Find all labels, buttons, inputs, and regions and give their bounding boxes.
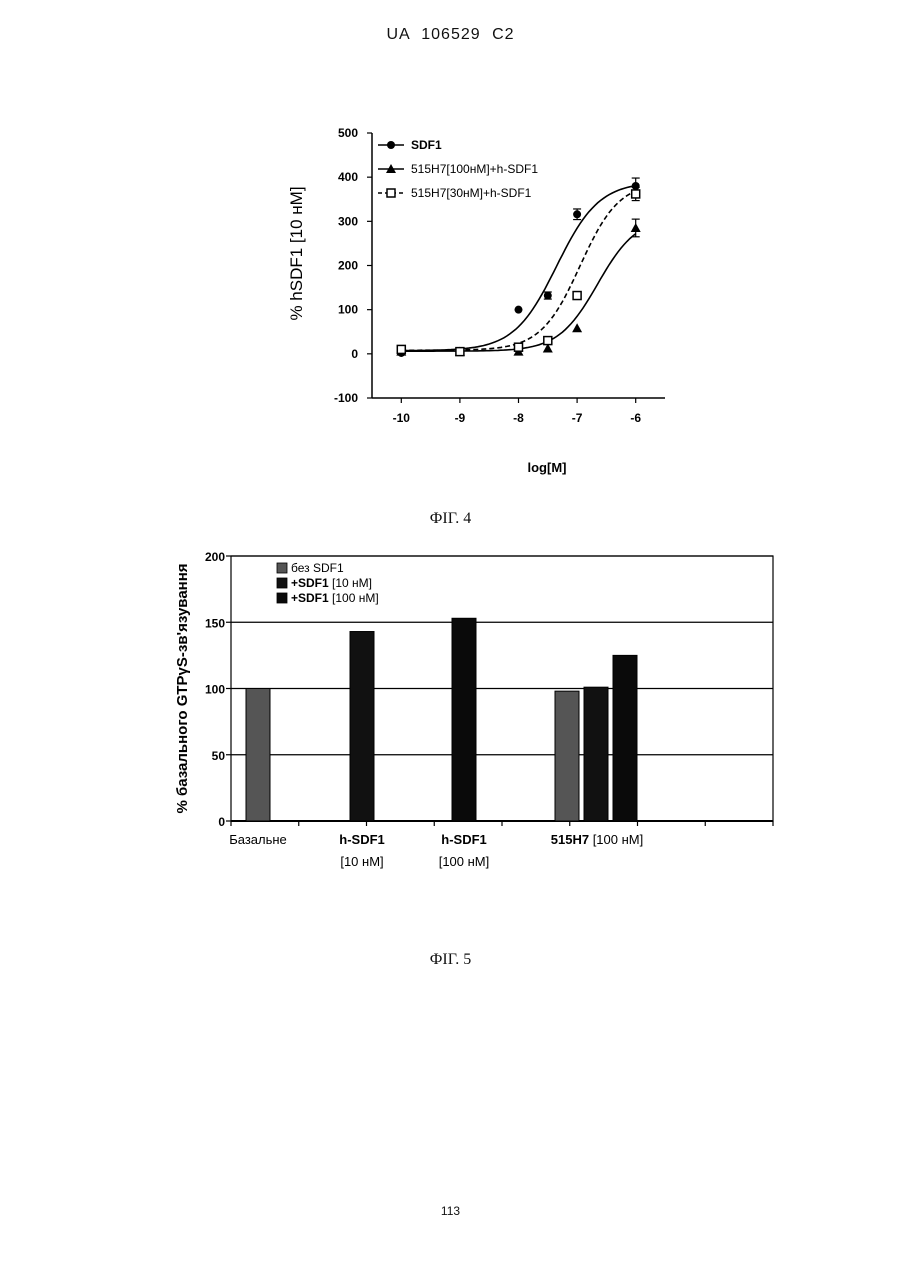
legend-label: +SDF1 [100 нМ] [291,591,379,605]
category-label-bold: h-SDF1 [339,832,385,847]
bar-2-2 [452,618,476,821]
figure-5-caption: ФІГ. 5 [0,951,901,969]
legend-label-text: [10 нМ] [329,576,372,590]
legend-swatch [277,593,287,603]
category-label-bold: 515H7 [551,832,589,847]
y-tick-label: 50 [212,749,226,763]
y-tick-label: 100 [205,683,225,697]
y-tick-label: 200 [205,550,225,564]
y-tick-label: 150 [205,616,225,630]
bar-1-1 [350,632,374,821]
bar-3-0 [555,691,579,821]
legend-swatch [277,578,287,588]
category-label-text: Базальне [229,832,287,847]
legend-label-text: без SDF1 [291,561,344,575]
x-category-label: 515H7 [100 нМ] [551,832,643,847]
category-label-bold: h-SDF1 [441,832,487,847]
legend-label: без SDF1 [291,561,344,575]
bar-3-1 [584,687,608,821]
x-category-sublabel: [10 нМ] [340,854,383,869]
x-category-label: Базальне [229,832,287,847]
bar-0-0 [246,689,270,822]
page-number: 113 [0,1204,901,1218]
gtpgs-bar-chart: 0 50 100 150 200 % базального GTPγS-зв'язуван… [0,0,901,900]
x-category-label: h-SDF1 [339,832,385,847]
x-category-label: h-SDF1 [441,832,487,847]
y-tick-label: 0 [218,815,225,829]
y-axis-title: % базального GTPγS-зв'язування [174,563,191,813]
bar-3-2 [613,655,637,821]
legend-swatch [277,563,287,573]
x-category-sublabel: [100 нМ] [439,854,490,869]
legend-label-text: [100 нМ] [329,591,379,605]
legend-label-bold: +SDF1 [291,576,329,590]
legend-label-bold: +SDF1 [291,591,329,605]
category-label-text: [100 нМ] [589,832,643,847]
legend-label: +SDF1 [10 нМ] [291,576,372,590]
